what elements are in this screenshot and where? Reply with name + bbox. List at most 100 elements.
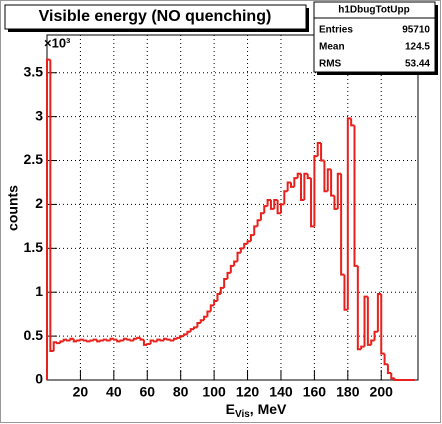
histogram-bin [316,141,322,157]
histogram-bin [206,310,211,317]
x-label-rest: , MeV [250,401,287,417]
histogram-bin [296,172,302,179]
histogram-bin [323,160,328,193]
histogram-bin [340,173,345,276]
stats-label: Mean [319,42,345,53]
stats-name: h1DbugTotUpp [338,5,409,16]
histogram-bin [162,337,168,341]
histogram-bin [213,299,218,306]
histogram-bin [166,338,171,341]
x-tick-label: 100 [202,384,226,400]
histogram-bin [173,337,178,341]
histogram-bin [246,240,251,244]
histogram-bin [169,339,175,342]
y-tick-label: 2.5 [24,151,44,167]
histogram-bin [226,271,231,280]
stats-value: 124.5 [405,42,430,53]
histogram-bin [390,372,395,380]
histogram-bin [256,219,261,227]
histogram-bin [313,155,318,227]
histogram-bin [136,336,141,339]
histogram-bin [343,274,348,311]
histogram-bin [119,339,124,342]
histogram-bin [69,337,74,341]
x-axis-label: EVis, MeV [226,401,287,420]
histogram-bin [236,251,241,262]
histogram-bin [156,338,161,342]
x-label-sub: Vis [235,409,250,420]
histogram-bin [303,172,308,201]
histogram-bin [253,225,258,236]
histogram-bin [353,125,358,267]
histogram-bin [142,339,148,346]
histogram-bin [52,341,58,352]
histogram-bin [189,328,195,332]
histogram-bin [89,339,94,342]
histogram-bin [243,242,248,249]
x-tick-label: 80 [173,384,189,400]
histogram-bin [106,339,111,342]
x-label-main: E [226,401,235,417]
histogram-bin [383,353,388,366]
histogram-bin [96,339,101,343]
y-tick-label: 1 [35,283,43,299]
histogram-bin [109,337,114,341]
x-tick-label: 140 [269,384,293,400]
histogram-bin [259,212,265,221]
histogram-bin [62,338,68,342]
histogram-bin [386,364,392,374]
histogram-bin [360,345,365,350]
y-tick-label: 3.5 [24,63,44,79]
histogram-bin [139,337,144,341]
histogram-bin [196,321,201,328]
x-tick-label: 120 [236,384,260,400]
histogram-bin [293,177,298,187]
histogram-bin [56,342,61,345]
stats-box [313,1,436,73]
stats-label: Entries [319,25,353,36]
histogram-bin [266,199,271,207]
histogram-bin [320,142,325,162]
histogram-bin [79,338,84,341]
y-tick-label: 2 [35,195,43,211]
histogram-bin [59,340,64,344]
histogram-bin [46,58,51,380]
histogram-bin [326,168,332,192]
histogram-bin [66,339,71,342]
histogram-bin [146,343,151,346]
histogram-bin [132,337,138,341]
histogram-bin [279,203,285,214]
x-tick-label: 60 [139,384,155,400]
histogram-bin [116,339,121,343]
histogram-bin [380,293,385,355]
histogram-bin [76,339,81,342]
histogram-bin [149,339,154,345]
histogram-bin [199,319,205,323]
histogram-bin [126,338,131,341]
histogram-bin [183,333,188,337]
histogram-bin [122,337,128,341]
histogram-bin [99,339,104,342]
histogram-bin [239,247,245,253]
histogram-bin [233,260,238,266]
histogram-bin [373,330,378,341]
histogram-bin [129,339,134,342]
histogram-bin [152,340,158,343]
histogram-bin [49,59,54,353]
histogram-bin [350,118,355,127]
y-multiplier: ×10³ [44,35,71,50]
histogram-bin [112,338,118,341]
histogram-bin [82,339,88,342]
x-tick-label: 160 [303,384,327,400]
histogram-bin [223,278,228,288]
x-tick-label: 40 [106,384,122,400]
histogram-bin [336,172,342,209]
histogram-bin [186,330,191,335]
y-tick-label: 0.5 [24,327,44,343]
histogram-bin [273,199,278,209]
stats-value: 95710 [402,25,430,36]
histogram-bin [86,340,91,343]
histogram-bin [179,335,185,338]
histogram-bin [346,117,352,310]
frame [46,34,419,381]
